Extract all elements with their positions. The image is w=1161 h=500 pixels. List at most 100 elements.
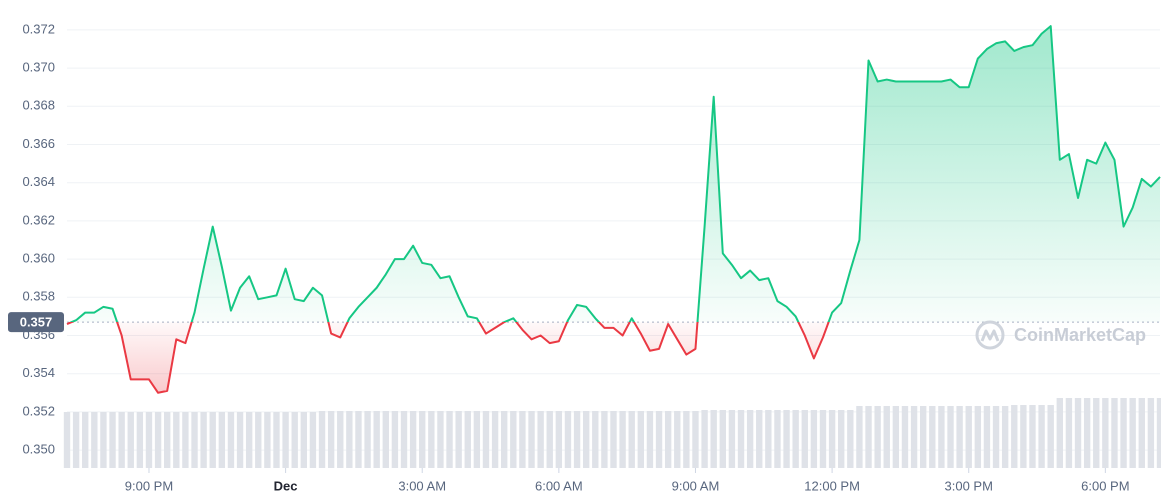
volume-bar xyxy=(919,406,927,468)
volume-bar xyxy=(801,410,808,468)
volume-bar xyxy=(710,410,717,468)
volume-bar xyxy=(510,411,517,468)
x-tick-label: 3:00 AM xyxy=(398,478,446,493)
volume-bar xyxy=(382,411,389,468)
volume-bar xyxy=(364,411,371,468)
y-tick-label: 0.350 xyxy=(22,442,55,457)
y-tick-label: 0.358 xyxy=(22,289,55,304)
volume-bar xyxy=(628,411,635,468)
volume-bar xyxy=(282,412,289,468)
price-area xyxy=(67,26,1160,393)
volume-bar xyxy=(164,412,171,468)
volume-bar xyxy=(537,411,544,468)
volume-bar xyxy=(346,411,353,468)
volume-bar xyxy=(719,410,726,468)
volume-bar xyxy=(373,411,380,468)
volume-bar xyxy=(646,411,654,468)
volume-bar xyxy=(273,412,280,468)
watermark: CoinMarketCap xyxy=(975,320,1146,350)
volume-bar xyxy=(145,412,153,468)
volume-bar xyxy=(255,412,262,468)
volume-bar xyxy=(774,410,781,468)
volume-bar xyxy=(847,410,854,468)
volume-bar xyxy=(728,410,736,468)
volume-bar xyxy=(610,411,617,468)
y-tick-label: 0.368 xyxy=(22,98,55,113)
volume-bar xyxy=(746,410,754,468)
volume-bar xyxy=(1038,405,1045,468)
y-tick-label: 0.360 xyxy=(22,251,55,266)
volume-bar xyxy=(664,411,672,468)
volume-bar xyxy=(910,406,918,468)
volume-bar xyxy=(1047,405,1054,468)
volume-bar xyxy=(1074,398,1082,468)
volume-bar xyxy=(1147,398,1155,468)
volume-bar xyxy=(573,411,581,468)
price-line xyxy=(66,25,1161,394)
volume-bar xyxy=(245,412,253,468)
volume-bar xyxy=(737,410,745,468)
volume-bar xyxy=(974,406,982,468)
volume-bar xyxy=(1065,398,1073,468)
volume-bar xyxy=(992,406,1000,468)
y-tick-label: 0.366 xyxy=(22,136,55,151)
volume-bar xyxy=(838,410,845,468)
volume-bar xyxy=(491,411,499,468)
volume-bar xyxy=(118,412,125,468)
plot-layer xyxy=(66,25,1161,394)
x-tick-label: Dec xyxy=(274,478,298,493)
watermark-logo xyxy=(975,320,1005,350)
volume-bar xyxy=(756,410,763,468)
volume-bar xyxy=(1093,398,1100,468)
volume-bar xyxy=(655,411,663,468)
volume-bar xyxy=(947,406,954,468)
volume-bar xyxy=(519,411,526,468)
volume-bar xyxy=(218,412,226,468)
volume-bar xyxy=(1083,398,1091,468)
volume-bar xyxy=(309,412,317,468)
x-tick-label: 6:00 PM xyxy=(1081,478,1129,493)
x-tick-label: 9:00 PM xyxy=(125,478,173,493)
volume-bar xyxy=(683,411,690,468)
watermark-text: CoinMarketCap xyxy=(1014,325,1146,345)
volume-bar xyxy=(865,406,872,468)
volume-bar xyxy=(1138,398,1145,468)
x-tick-label: 9:00 AM xyxy=(672,478,720,493)
baseline-label: 0.357 xyxy=(20,315,53,330)
volume-bar xyxy=(555,411,563,468)
volume-bar xyxy=(1120,398,1127,468)
x-tick-label: 3:00 PM xyxy=(945,478,993,493)
volume-bar xyxy=(473,411,481,468)
volume-bar xyxy=(1020,405,1027,468)
volume-bar xyxy=(455,411,462,468)
volume-bar xyxy=(337,411,344,468)
volume-bar xyxy=(409,411,417,468)
volume-bar xyxy=(291,412,298,468)
volume-bar xyxy=(637,411,645,468)
y-tick-label: 0.364 xyxy=(22,174,55,189)
volume-bar xyxy=(619,411,626,468)
volume-bar xyxy=(318,411,326,468)
volume-bar xyxy=(828,410,836,468)
volume-bar xyxy=(765,410,772,468)
volume-bar xyxy=(91,412,98,468)
volume-bar xyxy=(564,411,572,468)
volume-bar xyxy=(883,406,890,468)
volume-bar xyxy=(154,412,162,468)
watermark-logo-mark xyxy=(980,329,1000,342)
volume-bar xyxy=(601,411,608,468)
volume-bar xyxy=(856,406,863,468)
volume-bar xyxy=(100,412,107,468)
volume-bar xyxy=(965,406,972,468)
volume-bar xyxy=(929,406,936,468)
volume-bar xyxy=(501,411,508,468)
x-tick-label: 6:00 AM xyxy=(535,478,583,493)
volume-bar xyxy=(692,411,699,468)
volume-bar xyxy=(1102,398,1109,468)
volume-bar xyxy=(182,412,189,468)
axes-layer: 0.3500.3520.3540.3560.3580.3600.3620.364… xyxy=(8,21,1130,493)
volume-bar xyxy=(956,406,963,468)
volume-bar xyxy=(437,411,444,468)
